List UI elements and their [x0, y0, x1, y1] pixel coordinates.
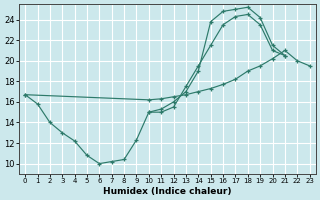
X-axis label: Humidex (Indice chaleur): Humidex (Indice chaleur)	[103, 187, 232, 196]
